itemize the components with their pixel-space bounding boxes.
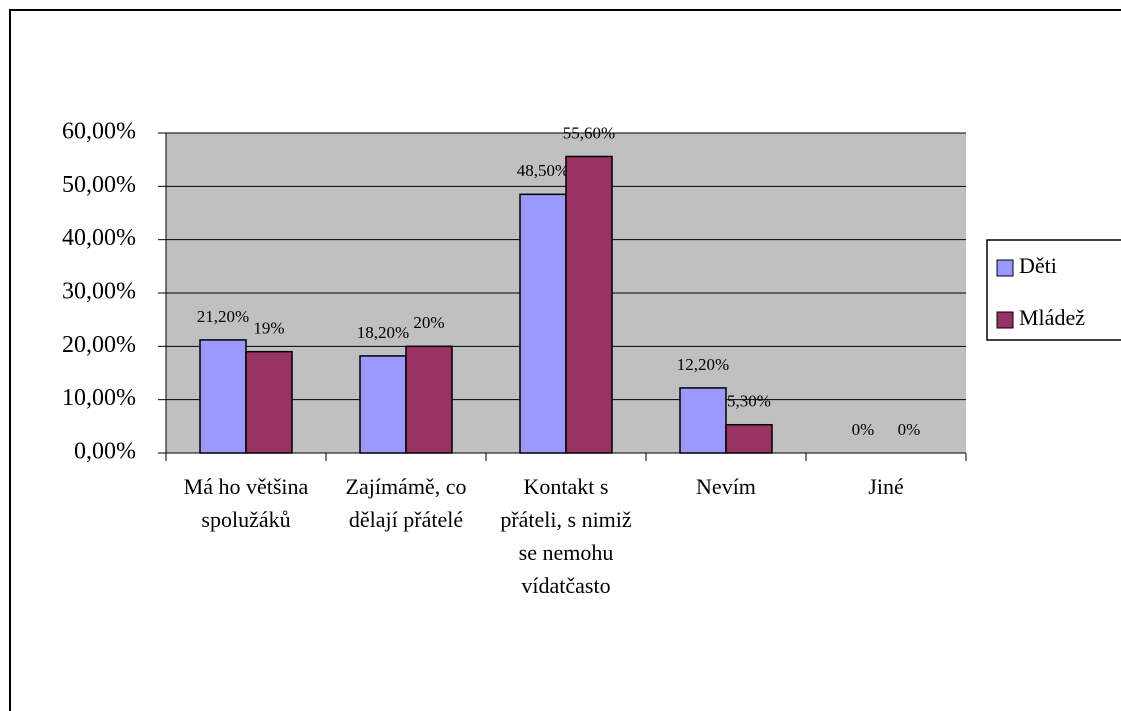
bar — [725, 423, 773, 454]
bar — [359, 355, 407, 454]
x-tick-label: Kontakt s přáteli, s nimiž se nemohu víd… — [500, 474, 632, 598]
x-tick-label: Zajímámě, co dělají přátelé — [345, 474, 467, 532]
data-label: 20% — [413, 313, 444, 332]
x-tick-label-box: Zajímámě, co dělají přátelé — [345, 474, 467, 532]
x-tick-label-box: Má ho většina spolužáků — [183, 474, 309, 532]
bar — [199, 339, 247, 454]
data-label: 0% — [898, 420, 921, 439]
x-tick-label: Má ho většina spolužáků — [183, 474, 309, 532]
legend-label: Mládež — [1019, 305, 1085, 330]
data-label: 55,60% — [563, 123, 615, 142]
x-tick-label-box: Jiné — [868, 474, 904, 499]
y-tick-label: 50,00% — [62, 172, 136, 198]
data-label: 5,30% — [727, 392, 771, 411]
x-tick-label: Jiné — [868, 474, 904, 499]
data-label: 18,20% — [357, 323, 409, 342]
data-label: 12,20% — [677, 355, 729, 374]
y-tick-label: 30,00% — [62, 279, 136, 305]
legend-swatch — [996, 311, 1014, 329]
bar — [519, 193, 567, 454]
legend-label: Děti — [1019, 253, 1057, 278]
data-label: 21,20% — [197, 307, 249, 326]
y-tick-label: 20,00% — [62, 332, 136, 358]
bar — [245, 350, 293, 454]
data-label: 19% — [253, 319, 284, 338]
y-tick-label: 60,00% — [62, 119, 136, 145]
y-tick-label: 0,00% — [74, 439, 136, 465]
y-tick-label: 10,00% — [62, 385, 136, 411]
legend-swatch — [996, 259, 1014, 277]
y-tick-label: 40,00% — [62, 225, 136, 251]
x-tick-label-box: Kontakt s přáteli, s nimiž se nemohu víd… — [500, 474, 632, 598]
x-tick-label: Nevím — [696, 474, 756, 499]
data-label: 48,50% — [517, 161, 569, 180]
bar — [565, 155, 613, 454]
x-tick-label-box: Nevím — [696, 474, 756, 499]
bar — [679, 387, 727, 454]
data-label: 0% — [852, 420, 875, 439]
bar — [405, 345, 453, 454]
